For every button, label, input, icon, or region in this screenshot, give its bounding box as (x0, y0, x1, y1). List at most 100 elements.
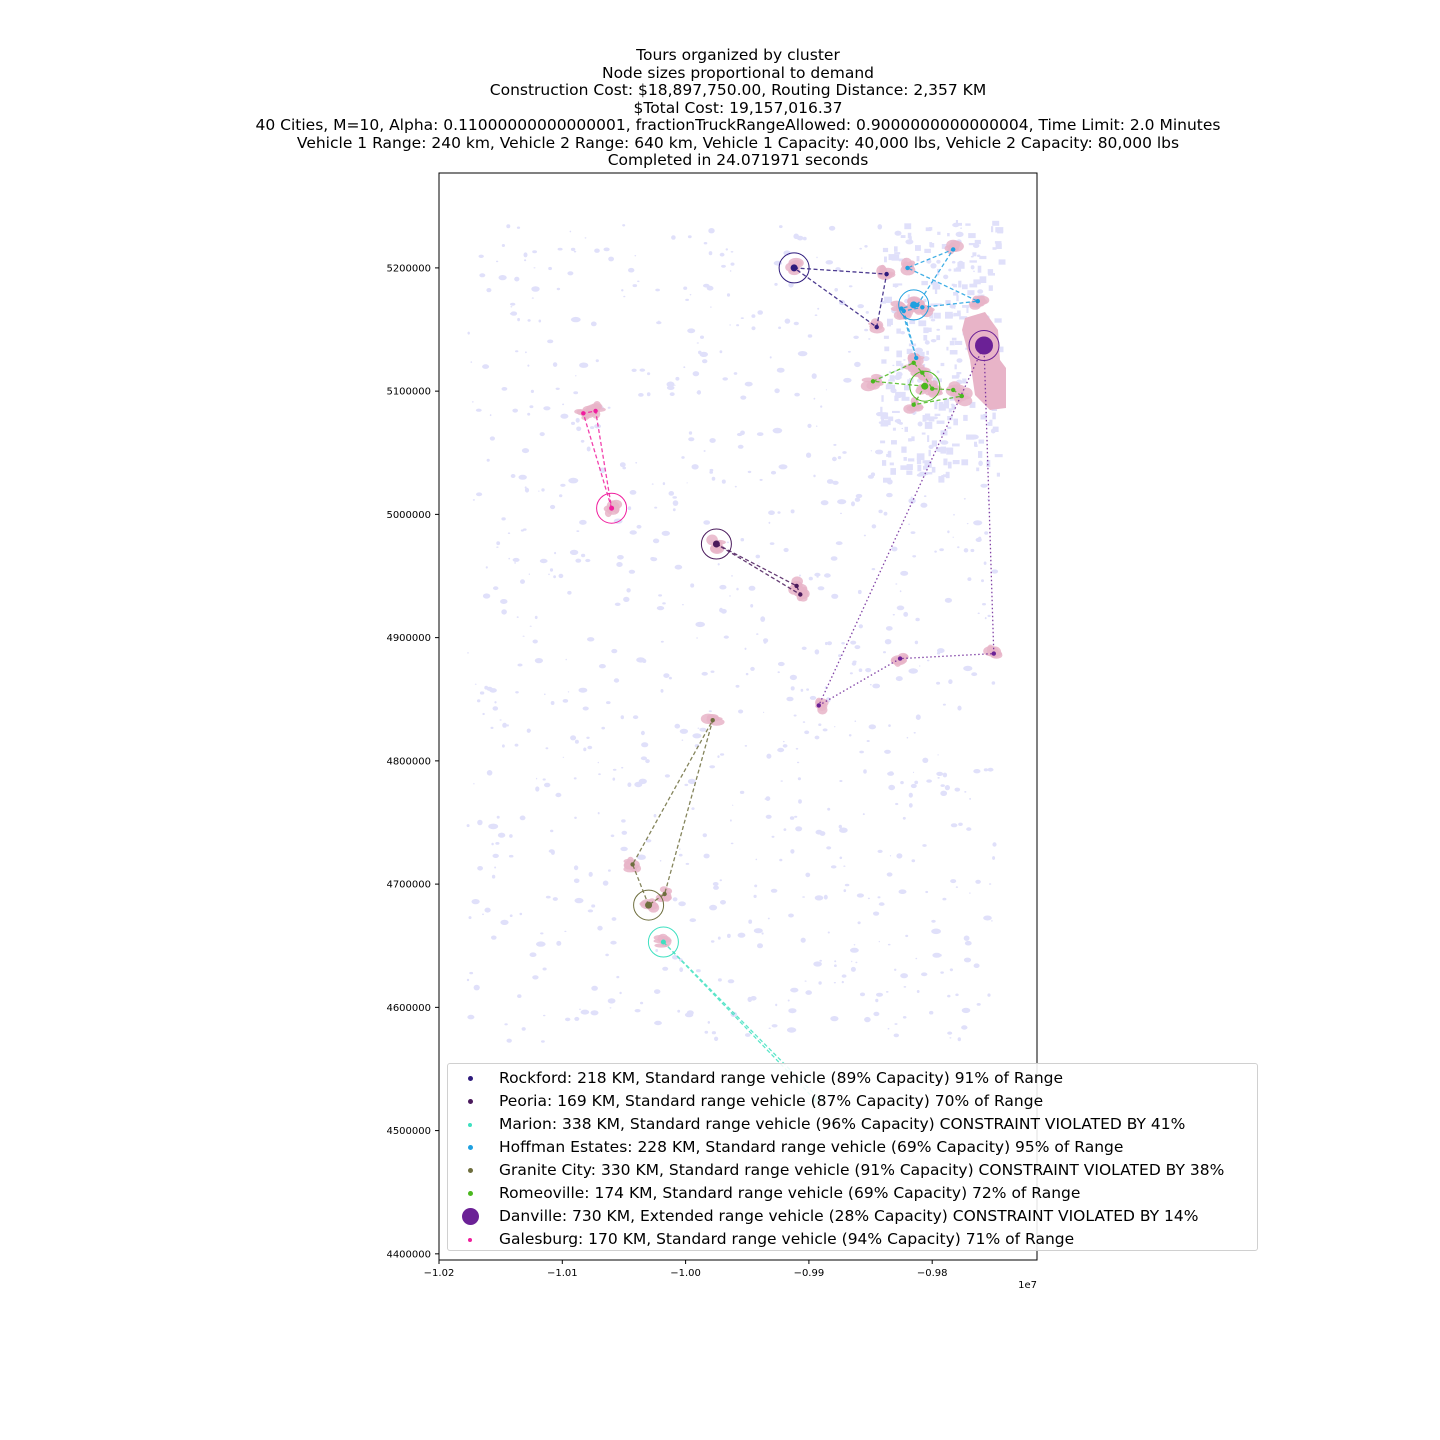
land-cover-patch (695, 621, 705, 628)
land-cover-patch (922, 757, 929, 763)
land-cover-patch (751, 326, 756, 331)
land-cover-patch (573, 865, 579, 871)
land-cover-patch (936, 259, 941, 264)
land-cover-patch (823, 894, 828, 900)
land-cover-patch (508, 557, 511, 560)
land-cover-patch (839, 856, 843, 860)
land-cover-patch (506, 1038, 512, 1043)
land-cover-patch (984, 617, 987, 620)
land-cover-patch (597, 761, 599, 764)
y-tick-label: 4400000 (386, 1249, 431, 1260)
land-cover-patch (711, 476, 716, 481)
land-cover-patch (894, 252, 901, 255)
land-cover-patch (672, 500, 679, 506)
land-cover-patch (868, 338, 871, 340)
land-cover-patch (992, 412, 996, 420)
land-cover-patch (486, 458, 490, 462)
title-line: Completed in 24.071971 seconds (607, 151, 869, 169)
land-cover-patch (883, 511, 888, 516)
land-cover-patch (968, 233, 976, 239)
land-cover-patch (729, 324, 731, 326)
land-cover-patch (891, 440, 897, 445)
land-cover-patch (775, 1003, 778, 1007)
land-cover-patch (907, 458, 915, 462)
land-cover-patch (808, 576, 813, 581)
land-cover-patch (562, 403, 565, 406)
land-cover-patch (699, 351, 708, 357)
land-cover-patch (813, 397, 816, 400)
land-cover-patch (473, 984, 480, 991)
land-cover-patch (886, 872, 893, 877)
land-cover-patch (793, 714, 797, 717)
land-cover-patch (884, 256, 887, 263)
legend-label: Rockford: 218 KM, Standard range vehicle… (499, 1069, 1064, 1087)
land-cover-patch (912, 555, 917, 558)
land-cover-patch (542, 967, 547, 971)
x-tick-label: −1.01 (547, 1268, 578, 1279)
land-cover-patch (924, 421, 933, 429)
land-cover-patch (828, 225, 836, 231)
land-cover-patch (802, 896, 805, 898)
land-cover-patch (940, 446, 946, 454)
land-cover-patch (553, 575, 556, 579)
land-cover-patch (720, 900, 726, 905)
land-cover-patch (517, 994, 522, 998)
land-cover-patch (954, 307, 956, 309)
land-cover-patch (922, 844, 927, 847)
land-cover-patch (660, 689, 664, 693)
land-cover-patch (951, 283, 955, 286)
land-cover-patch (900, 363, 904, 370)
city-node (630, 862, 635, 867)
land-cover-patch (590, 321, 597, 327)
land-cover-patch (555, 387, 560, 390)
land-cover-patch (719, 252, 725, 257)
land-cover-patch (894, 370, 897, 372)
land-cover-patch (628, 569, 636, 574)
land-cover-patch (833, 443, 837, 446)
land-cover-patch (590, 426, 595, 430)
land-cover-patch (802, 236, 807, 241)
land-cover-patch (925, 227, 932, 232)
land-cover-patch (502, 722, 507, 728)
land-cover-patch (769, 356, 772, 359)
land-cover-patch (467, 331, 470, 335)
city-node (959, 393, 964, 399)
land-cover-patch (941, 244, 948, 249)
legend-label: Peoria: 169 KM, Standard range vehicle (… (499, 1092, 1044, 1110)
land-cover-patch (890, 384, 896, 389)
land-cover-patch (975, 879, 981, 884)
land-cover-patch (953, 312, 961, 317)
land-cover-patch (640, 1001, 644, 1005)
land-cover-patch (788, 282, 794, 288)
land-cover-patch (641, 742, 649, 748)
land-cover-patch (914, 640, 919, 645)
land-cover-patch (948, 679, 953, 685)
land-cover-patch (869, 684, 872, 686)
land-cover-patch (875, 998, 879, 1003)
land-cover-patch (696, 391, 701, 394)
land-cover-patch (894, 230, 902, 236)
city-node (794, 583, 799, 589)
land-cover-patch (645, 759, 650, 764)
land-cover-patch (605, 953, 609, 957)
land-cover-patch (740, 430, 745, 436)
land-cover-patch (902, 1016, 907, 1019)
city-node (951, 247, 956, 252)
land-cover-patch (548, 573, 550, 576)
land-cover-patch (825, 389, 827, 391)
land-cover-patch (951, 375, 959, 379)
route-rockford (793, 267, 888, 329)
land-cover-patch (587, 745, 593, 750)
land-cover-patch (702, 359, 708, 364)
land-cover-patch (991, 408, 997, 411)
land-cover-patch (744, 381, 753, 387)
land-cover-patch (916, 473, 923, 477)
land-cover-patch (497, 832, 506, 838)
land-cover-patch (947, 416, 953, 421)
land-cover-patch (664, 774, 671, 778)
land-cover-patch (524, 487, 530, 493)
land-cover-patch (535, 786, 540, 792)
land-cover-patch (951, 337, 957, 341)
land-cover-patch (683, 366, 686, 369)
land-cover-patch (506, 224, 511, 229)
